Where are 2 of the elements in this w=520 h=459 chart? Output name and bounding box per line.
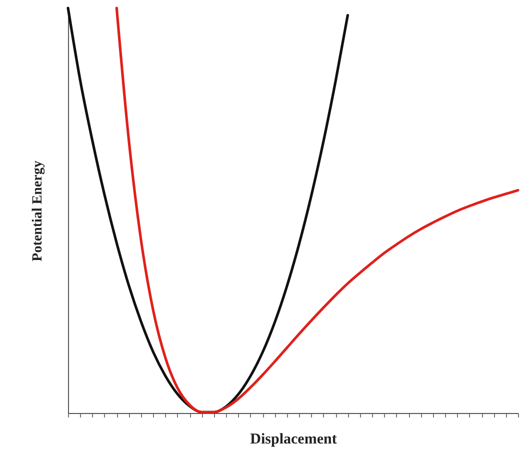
x-axis-title: Displacement bbox=[250, 432, 337, 448]
y-axis-title: Potential Energy bbox=[30, 160, 46, 262]
